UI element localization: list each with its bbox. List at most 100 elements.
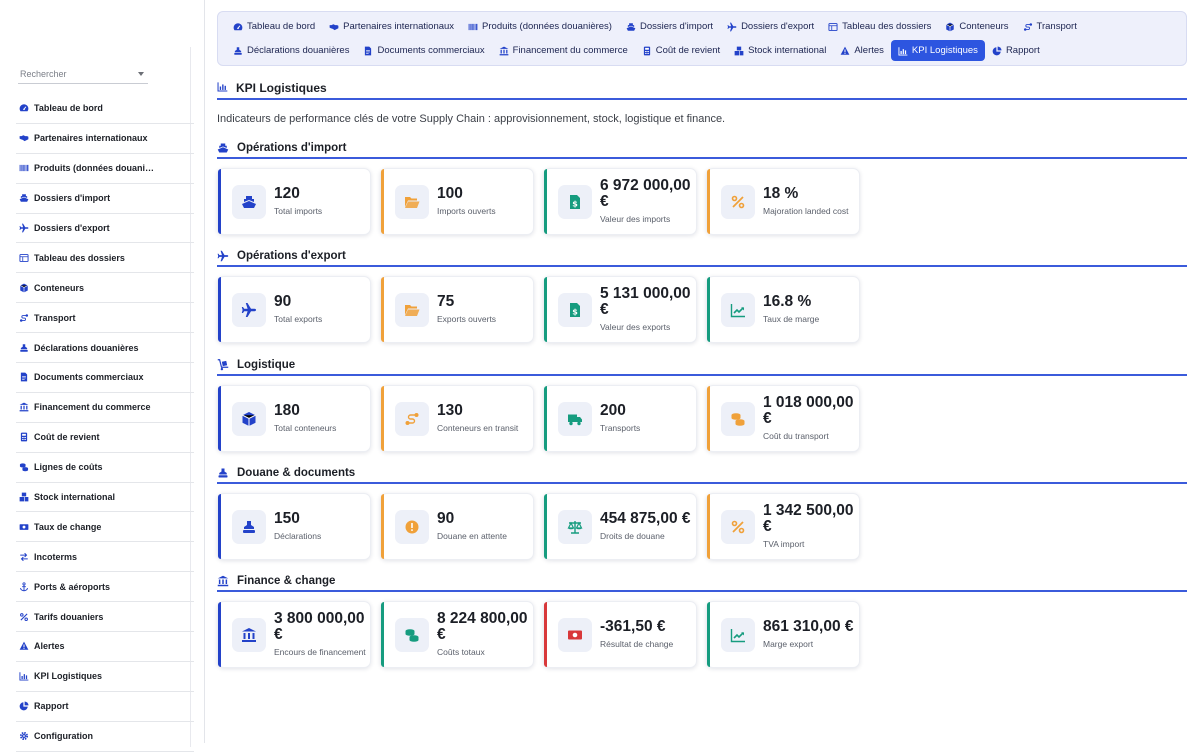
plane-icon	[232, 292, 266, 327]
document-icon	[363, 46, 373, 56]
route-icon	[1023, 22, 1033, 32]
scale-icon	[558, 509, 592, 544]
sidebar-item-13[interactable]: Stock international	[16, 483, 194, 513]
top-nav-item-document[interactable]: Documents commerciaux	[356, 40, 491, 61]
sidebar-item-8[interactable]: Déclarations douanières	[16, 333, 194, 364]
sidebar-item-16[interactable]: Ports & aéroports	[16, 572, 194, 603]
bank-icon	[499, 46, 509, 56]
top-nav-item-warning[interactable]: Alertes	[833, 40, 891, 61]
card-accent-bar	[381, 169, 384, 234]
dashboard-icon	[19, 103, 29, 113]
top-nav-item-calculator[interactable]: Coût de revient	[635, 40, 727, 61]
plane-icon	[727, 22, 737, 32]
top-nav-label: Coût de revient	[655, 45, 721, 56]
kpi-card: 90 Total exports	[217, 276, 371, 343]
sidebar-item-17[interactable]: Tarifs douaniers	[16, 602, 194, 633]
top-nav-item-route[interactable]: Transport	[1016, 16, 1084, 37]
kpi-card: 3 800 000,00 € Encours de financement	[217, 601, 371, 668]
kpi-value: 90	[437, 510, 455, 527]
sidebar-item-label: Tableau des dossiers	[34, 252, 125, 263]
sidebar-item-7[interactable]: Transport	[16, 303, 194, 334]
sidebar-item-2[interactable]: Produits (données douani…	[16, 154, 194, 184]
exchange-icon	[19, 552, 29, 562]
sidebar-item-11[interactable]: Coût de revient	[16, 423, 194, 453]
kpi-card: 200 Transports	[543, 385, 697, 452]
card-accent-bar	[544, 386, 547, 451]
sidebar-panel: Rechercher Tableau de bord Partenaires in…	[8, 47, 194, 752]
top-nav-label: Déclarations douanières	[247, 45, 350, 56]
kpi-value: 180	[274, 402, 300, 419]
kpi-card: 120 Total imports	[217, 168, 371, 235]
top-nav-item-stamp[interactable]: Déclarations douanières	[226, 40, 356, 61]
top-nav-item-chart[interactable]: KPI Logistiques	[890, 40, 985, 61]
sidebar-item-6[interactable]: Conteneurs	[16, 273, 194, 304]
warning-icon	[840, 46, 850, 56]
dollar-file-icon: $	[558, 292, 592, 327]
top-nav-label: Dossiers d'import	[639, 21, 714, 32]
handshake-icon	[19, 133, 29, 143]
sidebar-item-20[interactable]: Rapport	[16, 692, 194, 722]
sidebar-item-3[interactable]: Dossiers d'import	[16, 184, 194, 214]
sidebar-item-1[interactable]: Partenaires internationaux	[16, 124, 194, 154]
search-select[interactable]: Rechercher	[18, 66, 148, 84]
cube-icon	[232, 401, 266, 436]
card-accent-bar	[707, 277, 710, 342]
search-placeholder: Rechercher	[20, 69, 67, 79]
money-icon	[19, 522, 29, 532]
top-nav-item-plane[interactable]: Dossiers d'export	[720, 16, 821, 37]
sidebar-item-19[interactable]: KPI Logistiques	[16, 662, 194, 692]
table-icon	[19, 253, 29, 263]
sidebar-item-label: Documents commerciaux	[34, 372, 144, 383]
sidebar-item-label: Tarifs douaniers	[34, 611, 104, 622]
sidebar-item-9[interactable]: Documents commerciaux	[16, 363, 194, 393]
kpi-card: 150 Déclarations	[217, 493, 371, 560]
top-nav-item-handshake[interactable]: Partenaires internationaux	[322, 16, 461, 37]
section-title-text: Opérations d'import	[237, 142, 347, 154]
sidebar-item-14[interactable]: Taux de change	[16, 512, 194, 543]
stamp-icon	[232, 509, 266, 544]
sidebar-item-10[interactable]: Financement du commerce	[16, 393, 194, 423]
top-nav-label: Financement du commerce	[512, 45, 628, 56]
bank-icon	[232, 617, 266, 652]
top-nav-item-dashboard[interactable]: Tableau de bord	[226, 16, 322, 37]
top-nav-item-pie[interactable]: Rapport	[985, 40, 1047, 61]
sidebar-item-15[interactable]: Incoterms	[16, 542, 194, 573]
sidebar-item-0[interactable]: Tableau de bord	[16, 94, 194, 124]
sidebar-item-12[interactable]: Lignes de coûts	[16, 453, 194, 483]
section-title-text: Douane & documents	[237, 467, 356, 479]
kpi-value: 18 %	[763, 185, 799, 202]
bank-icon	[217, 575, 229, 587]
top-nav-item-table[interactable]: Tableau des dossiers	[821, 16, 938, 37]
top-nav-item-bank[interactable]: Financement du commerce	[492, 40, 635, 61]
kpi-card-text: 90 Total exports	[274, 294, 322, 325]
top-nav-item-boxes[interactable]: Stock international	[727, 40, 833, 61]
sidebar-menu: Tableau de bord Partenaires internationau…	[16, 94, 194, 752]
route-icon	[395, 401, 429, 436]
top-nav-label: Tableau des dossiers	[842, 21, 932, 32]
kpi-card-text: 861 310,00 € Marge export	[763, 619, 854, 650]
kpi-value: 5 131 000,00 €	[600, 285, 691, 318]
card-accent-bar	[707, 494, 710, 559]
top-nav-label: Tableau de bord	[247, 21, 316, 32]
kpi-label: Exports ouverts	[437, 314, 497, 324]
kpi-value: -361,50 €	[600, 618, 666, 635]
kpi-label: Majoration landed cost	[763, 206, 849, 216]
sidebar-item-label: Coût de revient	[34, 432, 100, 443]
top-nav-item-container[interactable]: Conteneurs	[938, 16, 1015, 37]
money-icon	[558, 617, 592, 652]
ship-icon	[626, 22, 636, 32]
top-nav-item-ship[interactable]: Dossiers d'import	[619, 16, 720, 37]
top-nav-label: Alertes	[854, 45, 884, 56]
kpi-value: 150	[274, 510, 300, 527]
percent-icon	[721, 184, 755, 219]
sidebar-item-4[interactable]: Dossiers d'export	[16, 214, 194, 244]
top-nav-label: KPI Logistiques	[911, 45, 978, 56]
top-nav-item-barcode[interactable]: Produits (données douanières)	[461, 16, 619, 37]
sidebar-item-21[interactable]: Configuration	[16, 722, 194, 752]
caret-down-icon[interactable]	[138, 72, 144, 76]
sidebar-item-5[interactable]: Tableau des dossiers	[16, 243, 194, 274]
container-icon	[19, 283, 29, 293]
kpi-card-text: 180 Total conteneurs	[274, 403, 336, 434]
sidebar-item-18[interactable]: Alertes	[16, 632, 194, 662]
section-title-text: Finance & change	[237, 575, 336, 587]
